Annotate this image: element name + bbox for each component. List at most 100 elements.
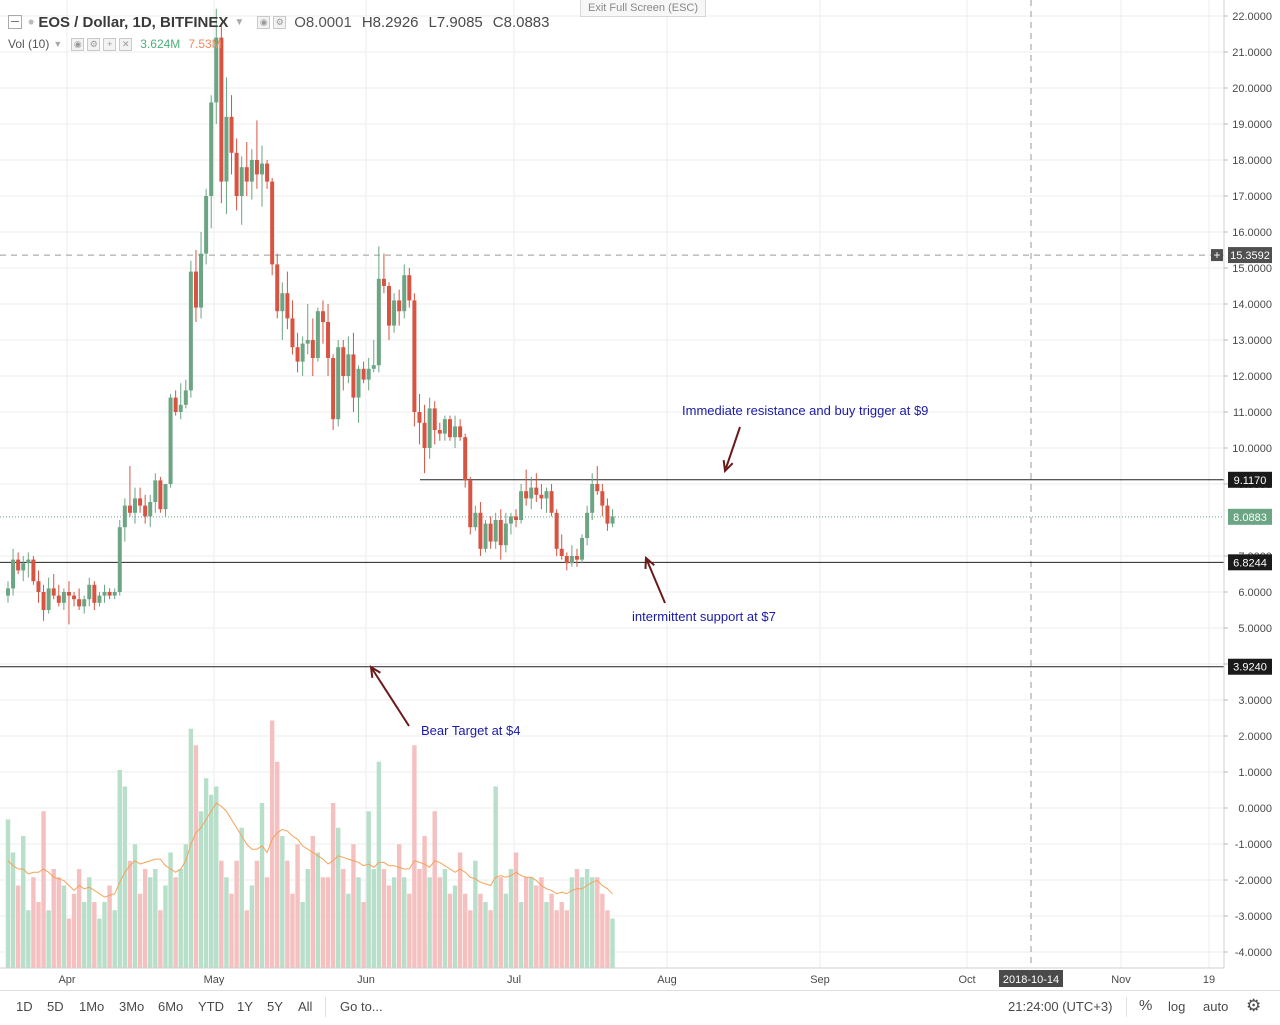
candle-body	[514, 516, 518, 520]
price-badge	[1228, 508, 1272, 525]
volume-bar	[66, 918, 72, 968]
volume-bar	[407, 893, 412, 968]
candle-body	[534, 487, 539, 495]
volume-bar	[244, 910, 249, 968]
timezone-button[interactable]: 21:24:00 (UTC+3)	[1008, 999, 1113, 1014]
collapse-icon[interactable]	[8, 15, 22, 29]
range-6mo-button[interactable]: 6Mo	[158, 999, 184, 1014]
volume-bar	[402, 877, 407, 968]
price-tick-label: 22.0000	[1232, 11, 1272, 23]
volume-bar	[432, 811, 437, 968]
close-value: C8.0883	[492, 13, 550, 31]
time-tick-label: Nov	[1111, 974, 1131, 986]
settings-icon[interactable]: ⚙	[273, 15, 287, 29]
volume-bar	[605, 910, 610, 968]
chevron-down-icon[interactable]: ▼	[234, 16, 245, 28]
volume-bar	[153, 869, 158, 968]
price-tick-label: -4.0000	[1235, 947, 1272, 959]
eye-icon[interactable]: ◉	[71, 37, 85, 51]
candle-body	[361, 368, 366, 380]
gear-icon[interactable]: ⚙	[1246, 996, 1262, 1015]
close-icon[interactable]: ✕	[119, 37, 133, 51]
range-5d-button[interactable]: 5D	[47, 999, 64, 1014]
range-5y-button[interactable]: 5Y	[267, 999, 283, 1014]
volume-bar	[544, 902, 549, 968]
volume-bar	[148, 877, 153, 968]
percent-toggle[interactable]: %	[1139, 997, 1153, 1014]
volume-bar	[127, 860, 133, 968]
volume-bar	[158, 910, 163, 968]
volume-bar	[595, 877, 600, 968]
price-chart[interactable]: Immediate resistance and buy trigger at …	[0, 0, 1280, 990]
volume-bar	[76, 869, 82, 968]
plus-icon[interactable]: +	[103, 37, 117, 51]
volume-bar	[142, 869, 148, 968]
candle-body	[453, 426, 458, 438]
candle-body	[229, 116, 234, 153]
range-3mo-button[interactable]: 3Mo	[119, 999, 145, 1014]
range-all-button[interactable]: All	[298, 999, 313, 1014]
candle-body	[387, 286, 391, 326]
candle-body	[214, 37, 219, 103]
settings-icon[interactable]: ⚙	[87, 37, 101, 51]
candle-body	[585, 512, 590, 538]
volume-bar	[269, 720, 275, 968]
candle-body	[285, 293, 290, 319]
range-1mo-button[interactable]: 1Mo	[79, 999, 105, 1014]
range-ytd-button[interactable]: YTD	[198, 999, 224, 1014]
exit-fullscreen-button[interactable]: Exit Full Screen (ESC)	[580, 0, 706, 17]
price-tick-label: -1.0000	[1235, 839, 1272, 851]
candle-body	[341, 347, 346, 376]
candle-body	[254, 160, 259, 175]
volume-bar	[112, 910, 117, 968]
volume-value: 3.624M	[140, 37, 181, 51]
candle-body	[478, 512, 483, 549]
auto-toggle[interactable]: auto	[1203, 999, 1229, 1014]
candle-body	[97, 595, 102, 603]
volume-bar	[351, 844, 356, 968]
volume-bar	[579, 877, 585, 968]
candle-body	[219, 37, 224, 182]
goto-button[interactable]: Go to...	[340, 999, 383, 1014]
eye-icon[interactable]: ◉	[257, 15, 271, 29]
volume-bar	[315, 852, 321, 968]
volume-bar	[239, 827, 244, 968]
log-toggle[interactable]: log	[1168, 999, 1186, 1014]
range-1y-button[interactable]: 1Y	[237, 999, 253, 1014]
volume-label[interactable]: Vol (10)	[8, 37, 50, 51]
volume-bar	[117, 770, 122, 968]
candle-body	[31, 559, 36, 582]
candle-body	[260, 163, 264, 175]
candle-body	[397, 300, 402, 312]
volume-bar	[361, 902, 366, 968]
volume-bar	[412, 745, 417, 968]
candle-body	[392, 300, 397, 326]
chevron-down-icon[interactable]: ▼	[53, 39, 63, 49]
price-tick-label: 1.0000	[1238, 767, 1272, 779]
price-badge	[1228, 658, 1272, 675]
candle-body	[295, 347, 300, 362]
volume-bar	[214, 786, 219, 968]
candle-body	[483, 523, 488, 549]
candle-body	[549, 491, 554, 513]
volume-bar	[366, 811, 371, 968]
price-tick-label: 11.0000	[1233, 407, 1272, 419]
time-tick-label: Oct	[958, 974, 975, 986]
candle-body	[539, 494, 544, 499]
candle-body	[143, 505, 148, 517]
volume-bar	[386, 885, 392, 968]
volume-bar	[523, 877, 529, 968]
volume-bar	[285, 860, 290, 968]
candle-body	[346, 354, 351, 376]
candle-body	[371, 365, 376, 369]
volume-bar	[46, 910, 51, 968]
price-tick-label: 15.0000	[1232, 263, 1272, 275]
symbol-title[interactable]: EOS / Dollar, 1D, BITFINEX	[38, 13, 229, 31]
volume-header: Vol (10) ▼ ◉ ⚙ + ✕ 3.624M 7.53M	[8, 37, 222, 51]
arrow-resistance	[724, 426, 741, 472]
candle-body	[127, 505, 132, 513]
candle-body	[468, 480, 473, 528]
range-1d-button[interactable]: 1D	[16, 999, 33, 1014]
price-tick-label: 14.0000	[1232, 299, 1272, 311]
price-tick-label: -2.0000	[1235, 875, 1272, 887]
